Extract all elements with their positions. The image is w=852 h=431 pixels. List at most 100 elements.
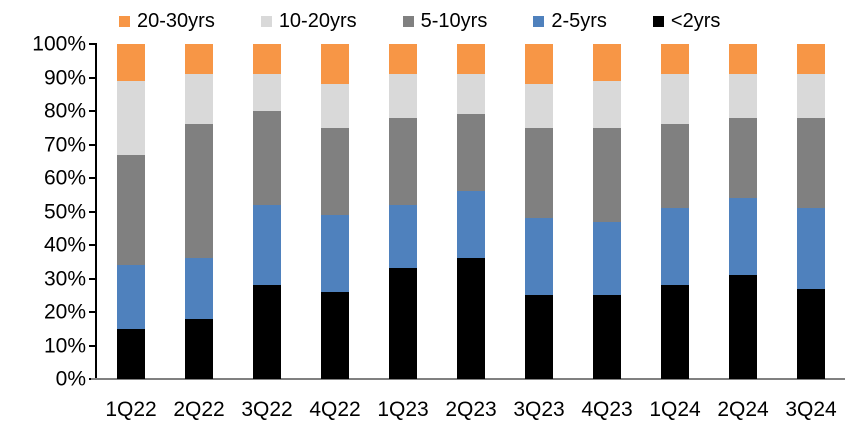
x-axis-label: 2Q23 <box>445 398 497 421</box>
bar-segment <box>661 285 689 379</box>
bar-segment <box>389 117 417 205</box>
y-axis-label: 0% <box>55 367 86 391</box>
bar-segment <box>253 44 281 75</box>
bar-segment <box>321 44 349 85</box>
y-axis-tick <box>89 43 97 45</box>
bar-segment <box>185 318 213 379</box>
legend: 20-30yrs 10-20yrs 5-10yrs 2-5yrs <2yrs <box>119 8 720 34</box>
bar-segment <box>797 288 825 379</box>
legend-item: 2-5yrs <box>533 8 607 34</box>
y-axis-label: 70% <box>43 133 86 156</box>
y-axis-line <box>95 44 97 380</box>
bar-segment <box>525 218 553 296</box>
y-axis-ticks <box>0 43 97 380</box>
bar-segment <box>321 214 349 292</box>
bar-segment <box>525 44 553 85</box>
bar-segment <box>117 44 145 81</box>
bar-column <box>369 44 437 379</box>
legend-label: <2yrs <box>670 10 721 32</box>
bar-segment <box>593 44 621 81</box>
stacked-bar <box>729 44 757 379</box>
x-axis-label: 4Q23 <box>581 398 633 421</box>
bar-segment <box>729 44 757 75</box>
y-axis-tick <box>89 177 97 179</box>
stacked-bar <box>185 44 213 379</box>
bar-segment <box>253 74 281 111</box>
y-axis-tick <box>89 76 97 79</box>
bar-segment <box>321 127 349 215</box>
bar-segment <box>593 221 621 296</box>
bar-column <box>573 44 641 379</box>
bar-segment <box>661 44 689 75</box>
stacked-bar <box>661 44 689 379</box>
bar-segment <box>661 124 689 209</box>
bar-segment <box>525 84 553 128</box>
legend-label: 2-5yrs <box>551 10 607 32</box>
bar-segment <box>117 328 145 379</box>
stacked-bar <box>457 44 485 379</box>
y-axis-tick <box>89 110 97 112</box>
bar-segment <box>593 295 621 379</box>
bar-segment <box>593 80 621 128</box>
stacked-bar <box>797 44 825 379</box>
plot-area <box>97 44 845 379</box>
x-axis-label: 1Q22 <box>105 398 157 421</box>
bar-segment <box>729 74 757 118</box>
bar-segment <box>661 74 689 125</box>
bar-segment <box>457 191 485 259</box>
bar-segment <box>457 258 485 379</box>
x-axis-label: 1Q23 <box>377 398 429 421</box>
legend-item: 10-20yrs <box>260 8 357 34</box>
legend-label: 20-30yrs <box>137 10 215 32</box>
bar-segment <box>185 44 213 75</box>
bar-segment <box>457 44 485 75</box>
bar-segment <box>389 74 417 118</box>
legend-item: 20-30yrs <box>119 8 215 34</box>
bar-column <box>233 44 301 379</box>
bar-segment <box>117 265 145 329</box>
bar-segment <box>729 275 757 379</box>
bar-segment <box>321 84 349 128</box>
legend-item: <2yrs <box>652 8 721 34</box>
bar-column <box>301 44 369 379</box>
y-axis-labels: 100% 90% 80% 70% 60% 50% 40% 30% 20% 10% 0% <box>0 34 88 390</box>
y-axis-tick <box>89 344 97 347</box>
y-axis-label: 30% <box>43 267 86 290</box>
x-axis-labels: 1Q22 2Q22 3Q22 4Q22 1Q23 2Q23 3Q23 4Q23 1Q24 2Q24… <box>97 397 845 423</box>
bar-segment <box>457 114 485 192</box>
y-axis-label: 100% <box>32 32 86 56</box>
y-axis-label: 80% <box>43 99 86 123</box>
bar-segment <box>253 110 281 205</box>
x-axis-label: 2Q22 <box>173 398 225 421</box>
bar-segment <box>253 204 281 286</box>
y-axis-tick <box>89 210 97 213</box>
x-axis-label: 2Q24 <box>717 398 769 421</box>
x-axis-label: 3Q24 <box>785 398 837 421</box>
stacked-bar <box>117 44 145 379</box>
legend-item: 5-10yrs <box>402 8 487 34</box>
bar-segment <box>389 44 417 75</box>
bar-segment <box>185 74 213 125</box>
bar-column <box>97 44 165 379</box>
bar-segment <box>185 124 213 259</box>
bar-segment <box>729 198 757 276</box>
stacked-bar <box>593 44 621 379</box>
stacked-bar <box>389 44 417 379</box>
y-axis-tick <box>89 277 97 280</box>
bar-column <box>709 44 777 379</box>
bar-segment <box>525 127 553 219</box>
x-axis-label: 4Q22 <box>309 398 361 421</box>
bar-column <box>165 44 233 379</box>
y-axis-label: 90% <box>43 66 86 89</box>
bar-segment <box>117 154 145 266</box>
y-axis-tick <box>89 311 97 313</box>
bar-column <box>641 44 709 379</box>
stacked-bar <box>253 44 281 379</box>
bar-column <box>505 44 573 379</box>
legend-label: 10-20yrs <box>278 10 357 32</box>
bar-column <box>777 44 845 379</box>
legend-swatch <box>533 15 545 27</box>
bar-segment <box>457 74 485 115</box>
bar-segment <box>661 208 689 286</box>
